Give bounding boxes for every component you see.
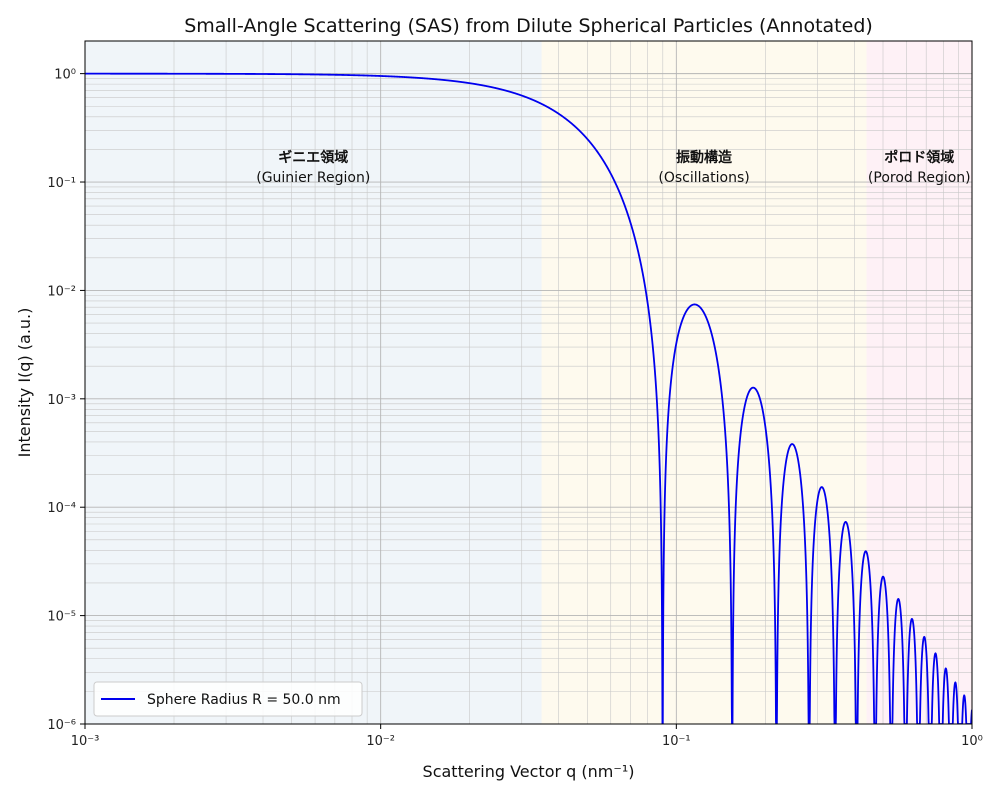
region-sublabel: (Oscillations) [658, 170, 749, 186]
plot-frame [84, 40, 973, 725]
y-axis-label: Intensity I(q) (a.u.) [15, 308, 34, 458]
x-tick-label: 10⁻² [366, 734, 395, 749]
x-axis-label: Scattering Vector q (nm⁻¹) [423, 762, 635, 781]
y-tick-label: 10⁻⁵ [47, 610, 76, 625]
minor-grid [85, 40, 972, 724]
x-tick-label: 10⁰ [961, 734, 983, 749]
region-shading-group [85, 41, 972, 724]
y-tick-label: 10⁻² [47, 284, 76, 299]
y-tick-label: 10⁻⁶ [47, 718, 76, 733]
region-shade [541, 41, 867, 724]
y-tick-label: 10⁻⁴ [47, 501, 76, 516]
region-sublabel: (Porod Region) [868, 170, 971, 186]
region-sublabel: (Guinier Region) [256, 170, 370, 186]
legend-box [93, 681, 363, 717]
region-shade [85, 41, 542, 724]
curve-layer [85, 72, 972, 724]
y-tick-label: 10⁰ [54, 68, 76, 83]
y-tick-label: 10⁻³ [47, 393, 76, 408]
series-line-sphere [85, 72, 972, 724]
y-tick-label: 10⁻¹ [47, 176, 76, 191]
region-shade [866, 41, 972, 724]
axis-ticks: 10⁻³ 10⁻² 10⁻¹ 10⁰ 10⁰ 10⁻¹ 10⁻² 10⁻³ 10⁻⁴ 10⁻⁵ 10… [47, 68, 983, 749]
chart-title: Small-Angle Scattering (SAS) from Dilute… [184, 15, 873, 37]
region-labels: ギニエ領域 (Guinier Region) 振動構造 (Oscillations) ポ… [256, 149, 970, 186]
region-label: ギニエ領域 [278, 149, 348, 166]
region-label: ポロド領域 [884, 149, 954, 166]
x-tick-label: 10⁻¹ [662, 734, 691, 749]
legend: Sphere Radius R = 50.0 nm [93, 681, 363, 717]
x-tick-label: 10⁻³ [71, 734, 100, 749]
region-label: 振動構造 [676, 149, 732, 166]
legend-label: Sphere Radius R = 50.0 nm [147, 692, 341, 708]
